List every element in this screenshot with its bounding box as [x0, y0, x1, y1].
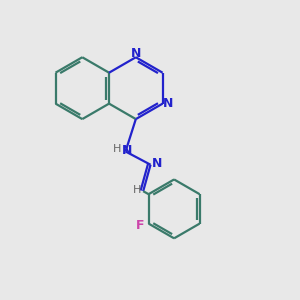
Text: N: N [163, 97, 173, 110]
Text: N: N [152, 157, 162, 170]
Text: H: H [133, 185, 141, 195]
Text: N: N [122, 143, 132, 157]
Text: F: F [136, 219, 145, 232]
Text: H: H [113, 144, 122, 154]
Text: N: N [131, 47, 142, 60]
